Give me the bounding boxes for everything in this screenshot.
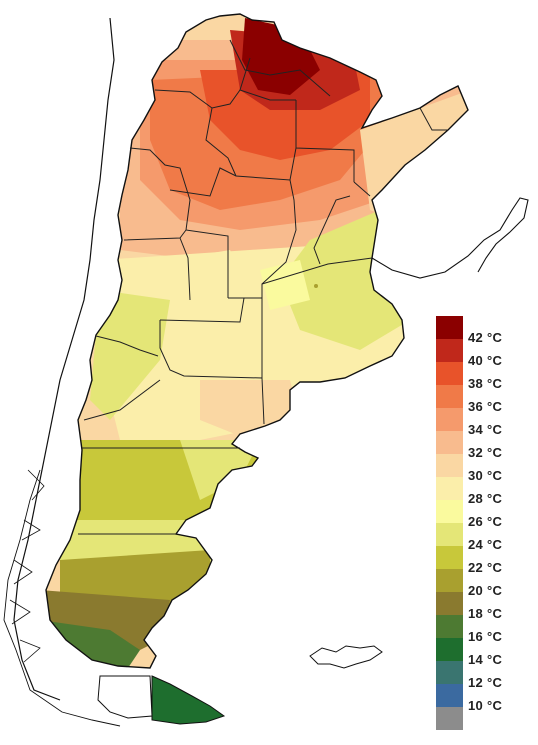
legend-swatch-38 xyxy=(436,362,463,385)
legend-label-38: 38 °C xyxy=(468,376,503,391)
legend-row-10: 10 °C xyxy=(436,684,531,713)
legend-label-40: 40 °C xyxy=(468,353,503,368)
legend-label-10: 10 °C xyxy=(468,698,503,713)
legend-row-24: 24 °C xyxy=(436,523,531,552)
legend-row-34: 34 °C xyxy=(436,408,531,437)
legend-label-16: 16 °C xyxy=(468,629,503,644)
legend-swatch-28 xyxy=(436,477,463,500)
legend-label-30: 30 °C xyxy=(468,468,503,483)
legend-row-18: 18 °C xyxy=(436,592,531,621)
legend-swatch-10 xyxy=(436,684,463,707)
legend-swatch-30 xyxy=(436,454,463,477)
legend-label-36: 36 °C xyxy=(468,399,503,414)
legend-row-40: 40 °C xyxy=(436,339,531,368)
legend-row-26: 26 °C xyxy=(436,500,531,529)
legend-row-min xyxy=(436,707,531,730)
legend-row-38: 38 °C xyxy=(436,362,531,391)
legend-row-12: 12 °C xyxy=(436,661,531,690)
legend-swatch-24 xyxy=(436,523,463,546)
legend-swatch-22 xyxy=(436,546,463,569)
legend-swatch-32 xyxy=(436,431,463,454)
legend-label-42: 42 °C xyxy=(468,330,503,345)
legend-swatch-42 xyxy=(436,316,463,339)
legend-label-22: 22 °C xyxy=(468,560,503,575)
legend-row-22: 22 °C xyxy=(436,546,531,575)
legend-swatch-36 xyxy=(436,385,463,408)
legend-swatch-14 xyxy=(436,638,463,661)
legend-swatch-20 xyxy=(436,569,463,592)
legend-row-16: 16 °C xyxy=(436,615,531,644)
legend-swatch-16 xyxy=(436,615,463,638)
legend-swatch-34 xyxy=(436,408,463,431)
legend-row-30: 30 °C xyxy=(436,454,531,483)
legend-swatch-40 xyxy=(436,339,463,362)
legend-label-32: 32 °C xyxy=(468,445,503,460)
legend-row-14: 14 °C xyxy=(436,638,531,667)
legend-label-12: 12 °C xyxy=(468,675,503,690)
legend-row-42: 42 °C xyxy=(436,316,531,345)
legend-swatch-min xyxy=(436,707,463,730)
legend-row-36: 36 °C xyxy=(436,385,531,414)
legend-swatch-26 xyxy=(436,500,463,523)
legend-label-14: 14 °C xyxy=(468,652,503,667)
legend-swatch-18 xyxy=(436,592,463,615)
legend-label-18: 18 °C xyxy=(468,606,503,621)
legend-row-32: 32 °C xyxy=(436,431,531,460)
legend-swatch-12 xyxy=(436,661,463,684)
legend-label-24: 24 °C xyxy=(468,537,503,552)
legend-label-26: 26 °C xyxy=(468,514,503,529)
legend-label-28: 28 °C xyxy=(468,491,503,506)
temperature-legend: 42 °C 40 °C 38 °C 36 °C 34 °C 32 °C 30 °… xyxy=(436,316,531,730)
legend-row-28: 28 °C xyxy=(436,477,531,506)
legend-label-34: 34 °C xyxy=(468,422,503,437)
legend-label-20: 20 °C xyxy=(468,583,503,598)
legend-row-20: 20 °C xyxy=(436,569,531,598)
